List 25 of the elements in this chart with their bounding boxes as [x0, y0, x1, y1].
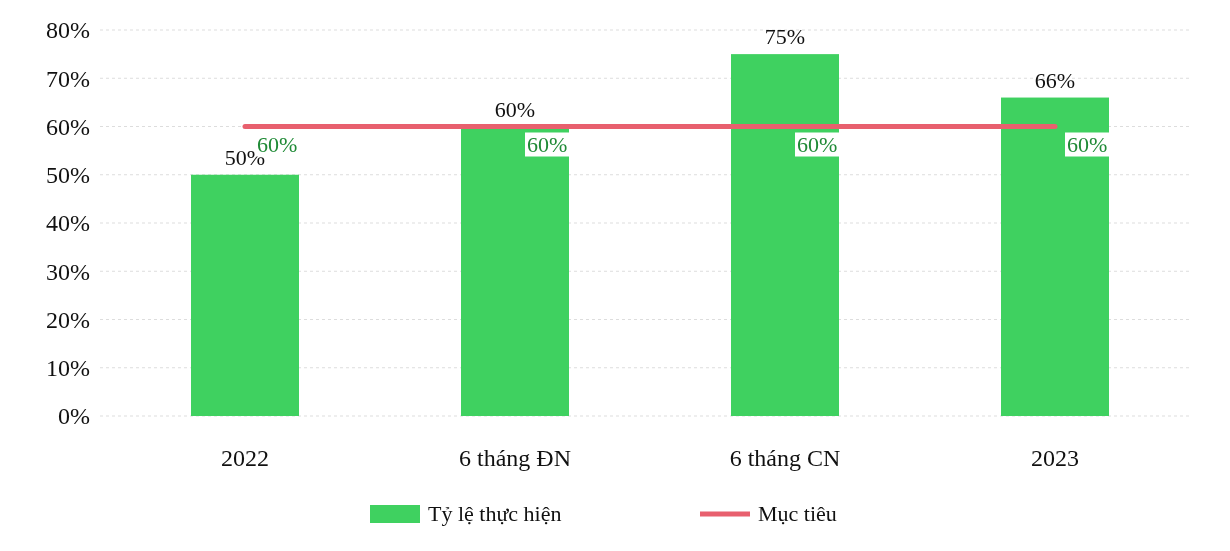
data-label: 66% [1034, 67, 1076, 93]
data-label: 75% [764, 24, 806, 50]
legend-label: Mục tiêu [758, 501, 837, 526]
bar [731, 54, 839, 416]
bar [461, 126, 569, 416]
y-tick-label: 40% [46, 210, 90, 237]
data-label: 60% [797, 131, 838, 157]
x-tick-label: 6 tháng CN [729, 445, 841, 471]
y-tick-label: 60% [46, 113, 90, 140]
y-tick-label: 70% [46, 65, 90, 92]
y-tick-label: 20% [46, 306, 90, 333]
data-label: 60% [527, 131, 568, 157]
data-label: 60% [1067, 131, 1108, 157]
y-tick-label: 30% [46, 258, 90, 285]
x-tick-label: 2022 [221, 445, 269, 471]
y-tick-label: 50% [46, 162, 90, 189]
data-label: 60% [494, 96, 536, 122]
legend-label: Tỷ lệ thực hiện [428, 501, 562, 526]
y-tick-label: 0% [58, 403, 90, 430]
x-tick-label: 2023 [1031, 445, 1079, 471]
bar [191, 174, 299, 416]
y-tick-label: 10% [46, 355, 90, 382]
y-tick-label: 80% [46, 17, 90, 44]
x-tick-label: 6 tháng ĐN [459, 445, 571, 471]
bar [1001, 97, 1109, 416]
